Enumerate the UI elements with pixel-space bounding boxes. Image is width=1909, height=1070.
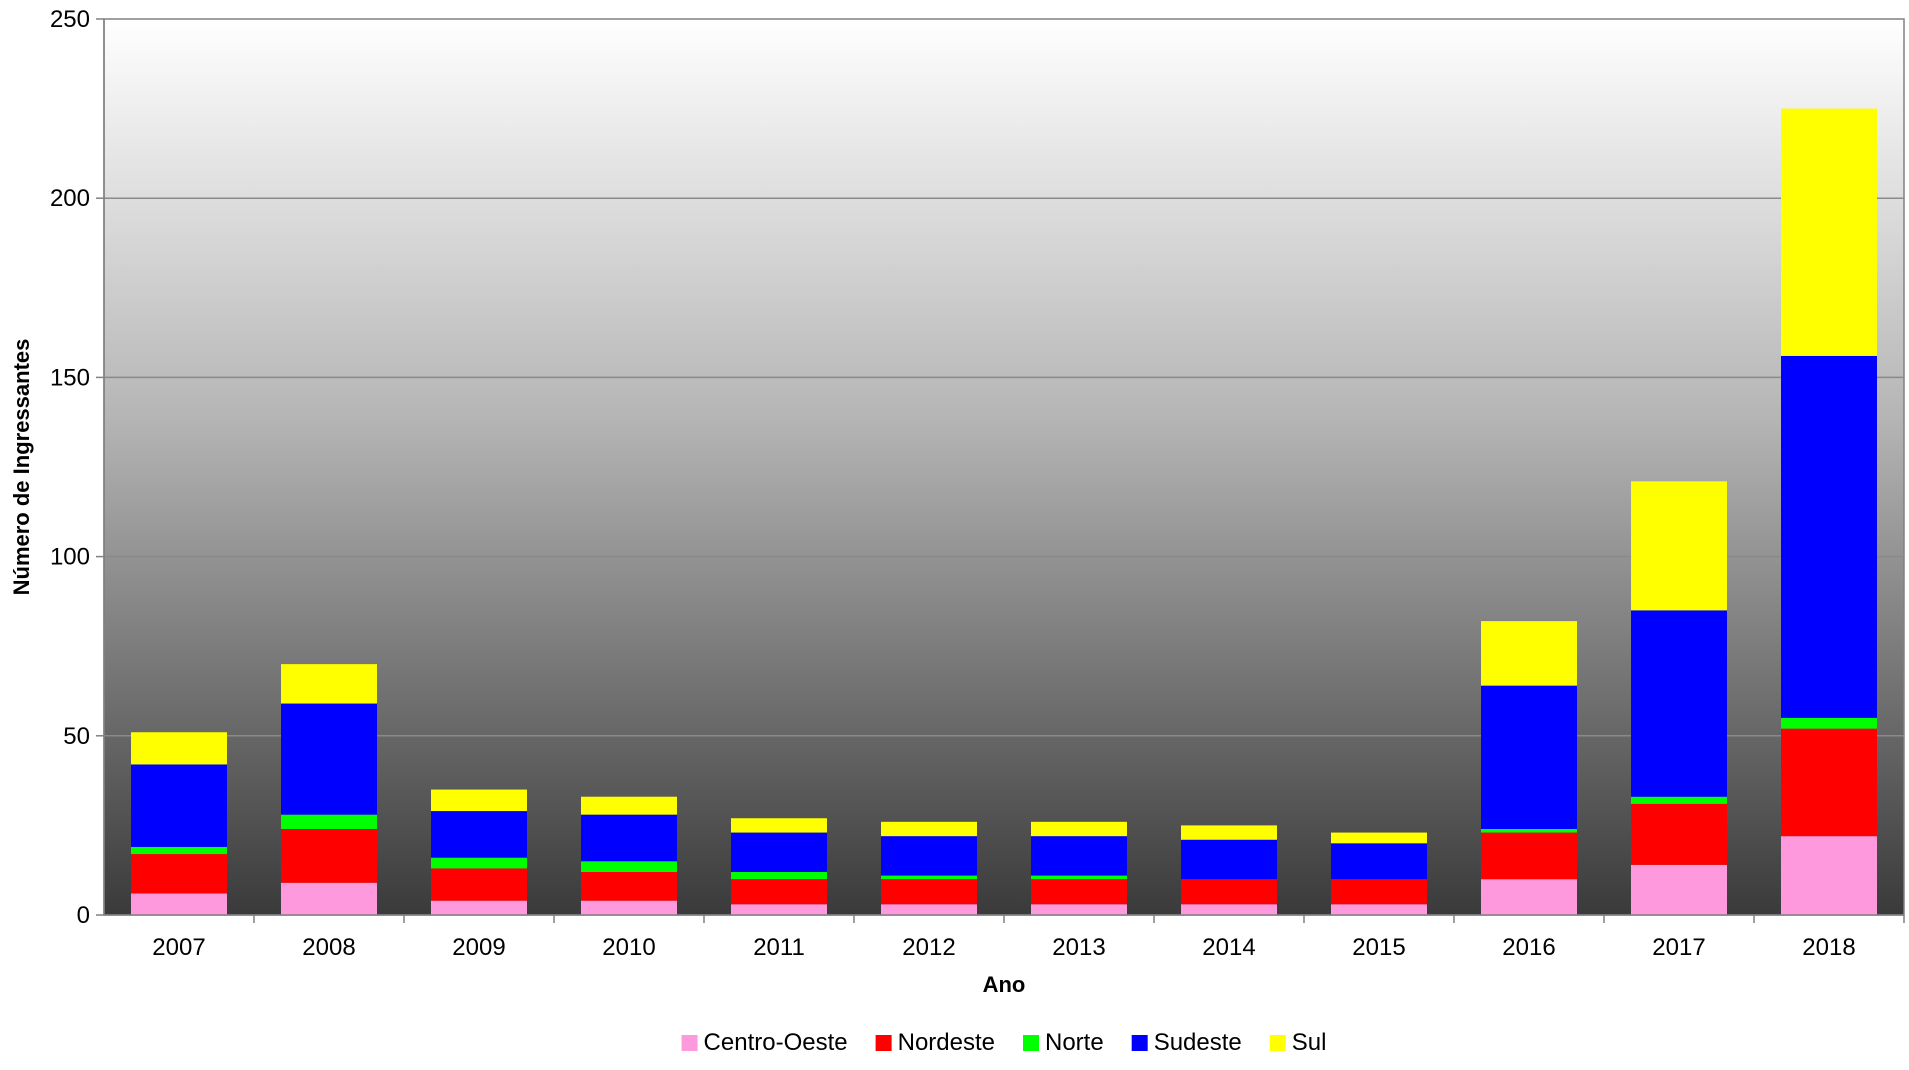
bar-segment: [1481, 685, 1577, 829]
bar-segment: [1031, 875, 1127, 880]
bar-segment: [431, 900, 527, 915]
x-tick-label: 2011: [753, 934, 805, 961]
bar-segment: [1031, 879, 1127, 905]
x-tick-label: 2008: [302, 934, 355, 961]
y-tick-label: 200: [50, 185, 90, 212]
bar-segment: [1481, 621, 1577, 686]
bar-segment: [281, 664, 377, 704]
bar-segment: [1781, 717, 1877, 729]
bar-segment: [581, 871, 677, 901]
x-tick-label: 2007: [152, 934, 205, 961]
bar-segment: [1631, 481, 1727, 611]
bar-segment: [431, 789, 527, 812]
legend-swatch: [1269, 1035, 1286, 1051]
bar-segment: [431, 857, 527, 869]
x-tick-label: 2009: [452, 934, 505, 961]
gridlines: [104, 197, 1904, 737]
bar-segment: [431, 868, 527, 901]
legend-swatch: [1023, 1035, 1039, 1051]
bar-segment: [1031, 821, 1127, 837]
bar-segment: [1181, 904, 1277, 915]
bar-segment: [581, 814, 677, 862]
legend-label: Norte: [1045, 1029, 1104, 1056]
bar-segment: [881, 875, 977, 880]
bar-segment: [281, 882, 377, 915]
y-tick-label: 50: [63, 723, 90, 750]
legend-swatch: [681, 1035, 698, 1051]
bar-segment: [1481, 832, 1577, 880]
bar-segment: [1331, 843, 1427, 880]
bar-segment: [131, 846, 227, 855]
y-tick-label: 250: [50, 6, 90, 33]
bar-segment: [281, 814, 377, 829]
bar-segment: [431, 811, 527, 858]
bar-segment: [731, 904, 827, 915]
legend-label: Sudeste: [1154, 1029, 1242, 1056]
bar-segment: [1481, 879, 1577, 915]
bar-segment: [131, 732, 227, 765]
bar-segment: [1181, 825, 1277, 840]
x-tick-label: 2012: [902, 934, 955, 961]
x-tick-label: 2017: [1652, 934, 1705, 961]
bar-segment: [1181, 879, 1277, 905]
bar-segment: [731, 879, 827, 905]
bar-segment: [731, 871, 827, 880]
x-tick-label: 2013: [1052, 934, 1105, 961]
bars: [131, 108, 1877, 915]
x-tick-label: 2010: [602, 934, 655, 961]
plot-area: [103, 18, 1905, 916]
bar-segment: [581, 900, 677, 915]
bar-segment: [731, 818, 827, 833]
x-axis-title: Ano: [983, 972, 1026, 997]
bar-segment: [281, 703, 377, 815]
bar-segment: [131, 893, 227, 915]
y-tick-label: 150: [50, 364, 90, 391]
bar-segment: [1631, 803, 1727, 865]
legend-swatch: [875, 1035, 892, 1051]
bar-segment: [1481, 828, 1577, 833]
bar-segment: [1331, 904, 1427, 915]
bar-segment: [581, 796, 677, 815]
bar-segment: [1631, 796, 1727, 804]
x-tick-label: 2016: [1502, 934, 1555, 961]
bar-segment: [1331, 879, 1427, 905]
bar-segment: [131, 854, 227, 894]
bar-segment: [1781, 728, 1877, 837]
x-tick-label: 2014: [1202, 934, 1255, 961]
y-axis-title: Número de Ingressantes: [9, 339, 34, 596]
bar-segment: [1331, 832, 1427, 844]
y-axis-ticks: 0 50 100 150 200 250: [50, 6, 104, 929]
bar-segment: [881, 836, 977, 876]
bar-segment: [131, 764, 227, 847]
bar-segment: [881, 879, 977, 905]
x-tick-label: 2018: [1802, 934, 1855, 961]
bar-segment: [1781, 355, 1877, 718]
x-axis-ticks: 2007 2008 2009 2010 2011 2012 2013 2014 2015 2016…: [152, 915, 1905, 961]
x-tick-label: 2015: [1352, 934, 1405, 961]
bar-segment: [1031, 904, 1127, 915]
y-tick-label: 0: [77, 902, 90, 929]
legend-label: Sul: [1292, 1029, 1327, 1056]
bar-segment: [1631, 864, 1727, 915]
legend: Centro-Oeste Nordeste Norte Sudeste Sul: [681, 1029, 1327, 1056]
bar-segment: [1631, 610, 1727, 797]
y-tick-label: 100: [50, 544, 90, 571]
bar-segment: [881, 904, 977, 915]
bar-segment: [731, 832, 827, 872]
legend-label: Nordeste: [898, 1029, 995, 1056]
bar-segment: [581, 861, 677, 872]
bar-segment: [1781, 836, 1877, 915]
bar-segment: [1181, 839, 1277, 880]
bar-segment: [281, 828, 377, 883]
legend-label: Centro-Oeste: [704, 1029, 848, 1056]
bar-segment: [881, 821, 977, 837]
legend-swatch: [1131, 1035, 1148, 1051]
bar-segment: [1031, 836, 1127, 876]
bar-segment: [1781, 108, 1877, 356]
